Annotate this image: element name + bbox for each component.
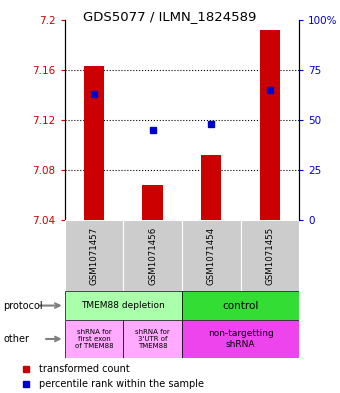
Bar xyxy=(65,220,123,291)
Text: percentile rank within the sample: percentile rank within the sample xyxy=(39,379,204,389)
Bar xyxy=(260,29,280,220)
Text: GDS5077 / ILMN_1824589: GDS5077 / ILMN_1824589 xyxy=(83,10,257,23)
Text: GSM1071457: GSM1071457 xyxy=(89,226,98,285)
Bar xyxy=(201,155,221,220)
Bar xyxy=(182,220,240,291)
Bar xyxy=(84,66,104,220)
Text: other: other xyxy=(3,334,29,344)
Text: GSM1071456: GSM1071456 xyxy=(148,226,157,285)
Text: non-targetting
shRNA: non-targetting shRNA xyxy=(208,329,273,349)
Bar xyxy=(123,220,182,291)
Text: shRNA for
3'UTR of
TMEM88: shRNA for 3'UTR of TMEM88 xyxy=(135,329,170,349)
Bar xyxy=(240,220,299,291)
Text: TMEM88 depletion: TMEM88 depletion xyxy=(81,301,165,310)
Text: GSM1071454: GSM1071454 xyxy=(207,226,216,285)
Bar xyxy=(65,320,123,358)
Bar xyxy=(142,185,163,220)
Bar xyxy=(182,291,299,320)
Bar xyxy=(123,320,182,358)
Bar xyxy=(182,320,299,358)
Text: control: control xyxy=(222,301,259,310)
Text: transformed count: transformed count xyxy=(39,364,130,374)
Text: protocol: protocol xyxy=(3,301,43,310)
Text: shRNA for
first exon
of TMEM88: shRNA for first exon of TMEM88 xyxy=(74,329,113,349)
Text: GSM1071455: GSM1071455 xyxy=(266,226,274,285)
Bar xyxy=(65,291,182,320)
